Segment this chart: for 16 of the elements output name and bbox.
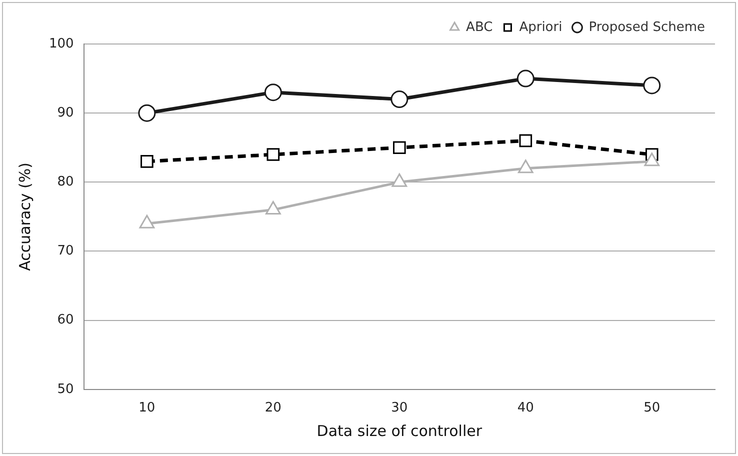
x-tick-label: 50 xyxy=(644,400,660,416)
y-tick-label: 100 xyxy=(48,36,74,52)
x-tick-label: 10 xyxy=(138,400,156,416)
x-tick-label: 40 xyxy=(517,400,534,416)
x-tick-label: 20 xyxy=(264,400,282,416)
y-tick-label: 80 xyxy=(57,174,74,190)
y-tick-label: 50 xyxy=(57,382,74,397)
legend-label: Proposed Scheme xyxy=(588,20,706,35)
y-tick-label: 70 xyxy=(57,244,74,259)
y-tick-label: 90 xyxy=(57,105,74,120)
x-axis-title: Data size of controller xyxy=(316,422,483,440)
y-axis-title: Accuaracy (%) xyxy=(16,162,34,271)
legend-label: Apriori xyxy=(519,20,562,35)
legend-label: ABC xyxy=(466,20,493,35)
x-tick-label: 30 xyxy=(391,400,408,416)
y-tick-label: 60 xyxy=(57,312,74,328)
